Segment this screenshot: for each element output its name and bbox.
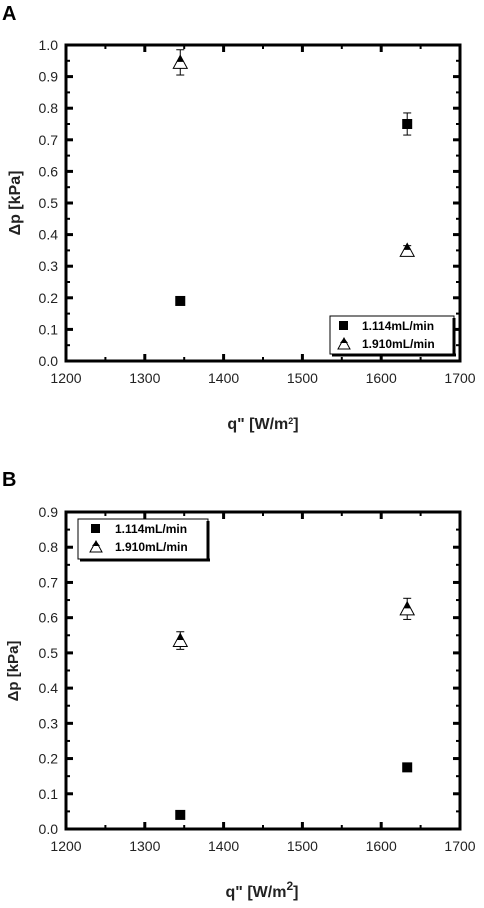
panel-b-legend-label-1: 1.114mL/min <box>115 522 187 536</box>
panel-b-y-axis-title: Δp [kPa] <box>5 641 22 702</box>
panel-b-x-tick-label: 1300 <box>129 838 160 854</box>
panel-a-y-tick-label: 0.9 <box>39 69 59 85</box>
panel-a-label: A <box>2 3 16 25</box>
panel-a-y-tick-label: 0.3 <box>39 258 59 274</box>
panel-a-x-tick-label: 1700 <box>444 370 475 386</box>
panel-a-y-tick-label: 1.0 <box>39 37 59 53</box>
panel-a-x-tick-label: 1200 <box>50 370 81 386</box>
panel-a-y-axis-title: Δp [kPa] <box>7 171 24 236</box>
panel-b-x-tick-label: 1400 <box>208 838 239 854</box>
panel-a-legend-square-icon <box>339 321 348 330</box>
panel-b-y-tick-label: 0.6 <box>39 610 59 626</box>
panel-b-y-tick-label: 0.0 <box>39 821 59 837</box>
panel-b-x-axis-title: q" [W/m2] <box>226 879 299 901</box>
panel-b-legend-square-icon <box>91 524 100 533</box>
panel-b-y-tick-label: 0.8 <box>39 539 59 555</box>
panel-a-y-tick-label: 0.2 <box>39 290 59 306</box>
panel-a-plot-frame <box>64 43 462 363</box>
panel-b-y-tick-label: 0.5 <box>39 645 59 661</box>
panel-a-y-tick-label: 0.4 <box>39 227 59 243</box>
panel-a-y-tick-label: 0.1 <box>39 321 59 337</box>
panel-b-legend-triangle-top-icon <box>92 541 100 546</box>
panel-a-legend-triangle-top-icon <box>340 338 348 343</box>
panel-a-legend-triangle-icon <box>337 336 351 350</box>
panel-a-x-tick-label: 1400 <box>208 370 239 386</box>
panel-a-x-axis-title: q" [W/m2] <box>227 416 298 433</box>
panel-a-x-tick-label: 1600 <box>366 370 397 386</box>
panel-b-x-tick-label: 1700 <box>444 838 475 854</box>
panel-b-square-point <box>402 762 413 773</box>
panel-b-y-tick-label: 0.9 <box>39 504 59 520</box>
panel-b-square-point <box>175 809 186 820</box>
panel-b-y-tick-label: 0.1 <box>39 786 59 802</box>
panel-b-y-tick-label: 0.2 <box>39 751 59 767</box>
panel-b-triangle-point-fill <box>403 601 411 609</box>
panel-a-square-point <box>402 119 413 129</box>
panel-a: A 1200 1300 1400 1500 1600 1700 0.0 0.1 0.2 0.3 0.… <box>2 3 476 433</box>
panel-a-triangle-point-fill <box>176 55 184 62</box>
panel-a-square-point <box>175 295 186 306</box>
panel-b-legend-triangle-icon <box>89 539 103 553</box>
panel-a-x-tick-label: 1500 <box>287 370 318 386</box>
panel-a-legend-label-2: 1.910mL/min <box>362 337 435 351</box>
panel-a-legend-label-1: 1.114mL/min <box>362 319 434 333</box>
panel-b-y-tick-label: 0.7 <box>39 574 59 590</box>
panel-a-triangle-point-fill <box>403 243 411 250</box>
panel-b-y-tick-label: 0.3 <box>39 715 59 731</box>
panel-b-legend-label-2: 1.910mL/min <box>115 540 188 554</box>
panel-b-y-tick-label: 0.4 <box>39 680 59 696</box>
panel-b: B 1200 1300 1400 1500 1600 1700 0.0 0.1 0.2 0.3 0.… <box>2 469 476 901</box>
panel-b-x-tick-label: 1500 <box>287 838 318 854</box>
panel-a-y-tick-label: 0.5 <box>39 195 59 211</box>
panel-a-y-tick-label: 0.0 <box>39 353 59 369</box>
panel-b-x-tick-label: 1600 <box>366 838 397 854</box>
panel-a-y-tick-label: 0.6 <box>39 163 59 179</box>
panel-a-legend: 1.114mL/min 1.910mL/min <box>329 315 456 357</box>
panel-a-y-tick-label: 0.8 <box>39 100 59 116</box>
panel-a-legend-box <box>329 315 455 355</box>
panel-b-label: B <box>2 469 16 491</box>
panel-b-legend: 1.114mL/min 1.910mL/min <box>77 518 210 562</box>
panel-a-y-tick-label: 0.7 <box>39 132 59 148</box>
panel-b-x-tick-label: 1200 <box>50 838 81 854</box>
panel-a-x-tick-label: 1300 <box>129 370 160 386</box>
panel-b-triangle-point-fill <box>176 633 184 641</box>
